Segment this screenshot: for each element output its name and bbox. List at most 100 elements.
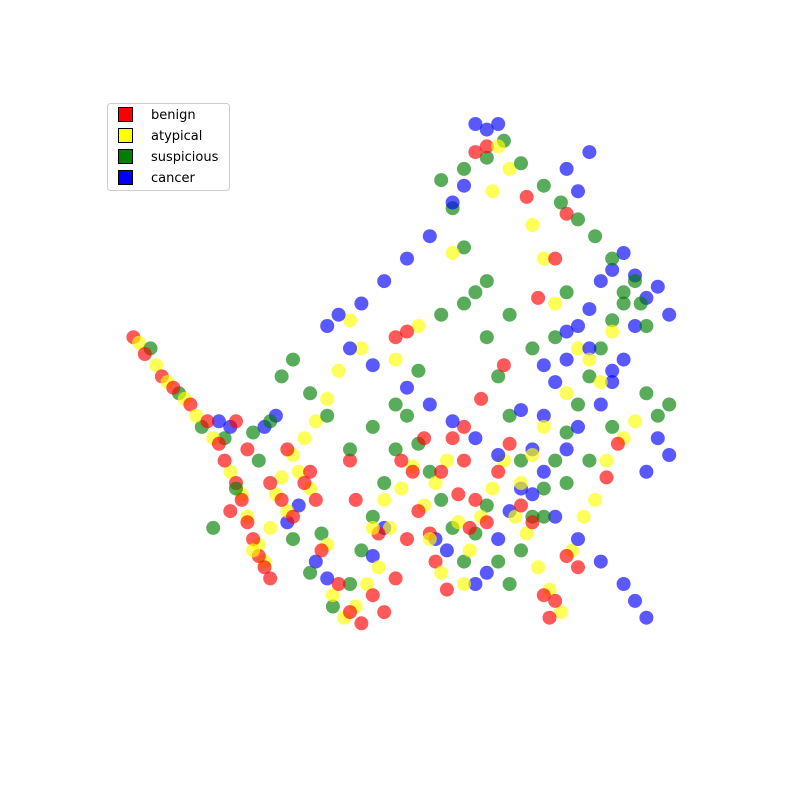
point-benign [514, 498, 528, 513]
point-suspicious [422, 464, 437, 479]
point-suspicious [434, 173, 449, 188]
point-suspicious [274, 369, 289, 384]
point-atypical [382, 520, 397, 535]
point-suspicious [605, 251, 620, 266]
point-atypical [274, 470, 289, 485]
point-benign [388, 571, 403, 586]
point-atypical [605, 324, 620, 339]
point-benign [457, 419, 471, 434]
point-suspicious [605, 313, 620, 328]
point-suspicious [479, 274, 494, 289]
point-cancer [662, 307, 677, 322]
point-atypical [422, 532, 437, 547]
legend-label-suspicious: suspicious [151, 150, 219, 165]
point-suspicious [514, 453, 528, 468]
point-benign [474, 391, 489, 406]
point-benign [365, 588, 380, 603]
point-atypical [571, 341, 585, 356]
point-atypical [246, 543, 261, 558]
point-suspicious [548, 330, 563, 345]
point-benign [559, 206, 574, 221]
point-benign [274, 492, 289, 507]
point-atypical [189, 408, 204, 423]
point-suspicious [286, 532, 300, 547]
point-atypical [599, 453, 614, 468]
point-benign [445, 431, 460, 446]
point-suspicious [525, 341, 540, 356]
point-benign [468, 145, 483, 160]
point-suspicious [639, 386, 654, 401]
point-atypical [354, 341, 369, 356]
point-cancer [536, 358, 551, 373]
point-suspicious [320, 408, 335, 423]
point-atypical [331, 363, 346, 378]
point-suspicious [650, 408, 665, 423]
point-cancer [571, 184, 585, 199]
point-cancer [605, 363, 620, 378]
point-cancer [445, 414, 460, 429]
point-benign [428, 554, 443, 569]
point-atypical [582, 352, 597, 367]
point-suspicious [559, 425, 574, 440]
point-suspicious [559, 285, 574, 300]
scatter-points [126, 117, 677, 631]
point-cancer [445, 195, 460, 210]
point-suspicious [491, 369, 506, 384]
point-cancer [422, 229, 437, 244]
point-benign [263, 476, 278, 490]
point-suspicious [559, 476, 574, 490]
legend-frame [107, 103, 230, 191]
point-benign [229, 414, 243, 429]
point-suspicious [388, 397, 403, 412]
legend-label-atypical: atypical [151, 129, 202, 144]
point-cancer [650, 431, 665, 446]
point-suspicious [411, 363, 426, 378]
point-suspicious [343, 577, 357, 591]
point-cancer [211, 414, 226, 429]
point-atypical [388, 352, 403, 367]
point-cancer [468, 577, 483, 591]
point-suspicious [479, 150, 494, 165]
point-cancer [593, 274, 608, 289]
point-cancer [479, 565, 494, 580]
point-suspicious [536, 178, 551, 193]
point-cancer [605, 262, 620, 277]
point-suspicious [377, 476, 392, 490]
point-suspicious [582, 369, 597, 384]
point-atypical [371, 560, 386, 575]
point-benign [240, 515, 255, 530]
point-atypical [325, 588, 340, 603]
point-benign [439, 582, 454, 597]
point-atypical [411, 319, 426, 333]
point-benign [246, 532, 261, 547]
point-atypical [132, 335, 147, 350]
point-atypical [491, 139, 506, 154]
point-suspicious [314, 526, 329, 541]
point-cancer [320, 571, 335, 586]
point-benign [263, 571, 278, 586]
point-benign [531, 290, 546, 305]
point-suspicious [229, 481, 243, 496]
point-benign [257, 560, 272, 575]
point-benign [519, 189, 534, 204]
point-cancer [536, 464, 551, 479]
point-suspicious [457, 554, 471, 569]
point-atypical [559, 386, 574, 401]
point-benign [434, 464, 449, 479]
point-atypical [365, 520, 380, 535]
point-cancer [377, 274, 392, 289]
point-suspicious [616, 296, 631, 311]
point-suspicious [536, 481, 551, 496]
point-cancer [331, 307, 346, 322]
point-suspicious [365, 509, 380, 524]
point-cancer [616, 246, 631, 260]
point-suspicious [662, 397, 677, 412]
point-atypical [525, 218, 540, 232]
point-atypical [320, 391, 335, 406]
point-suspicious [491, 554, 506, 569]
point-cancer [548, 509, 563, 524]
legend-swatch-suspicious [118, 149, 133, 164]
point-benign [200, 414, 215, 429]
point-atypical [434, 565, 449, 580]
point-benign [548, 593, 563, 608]
